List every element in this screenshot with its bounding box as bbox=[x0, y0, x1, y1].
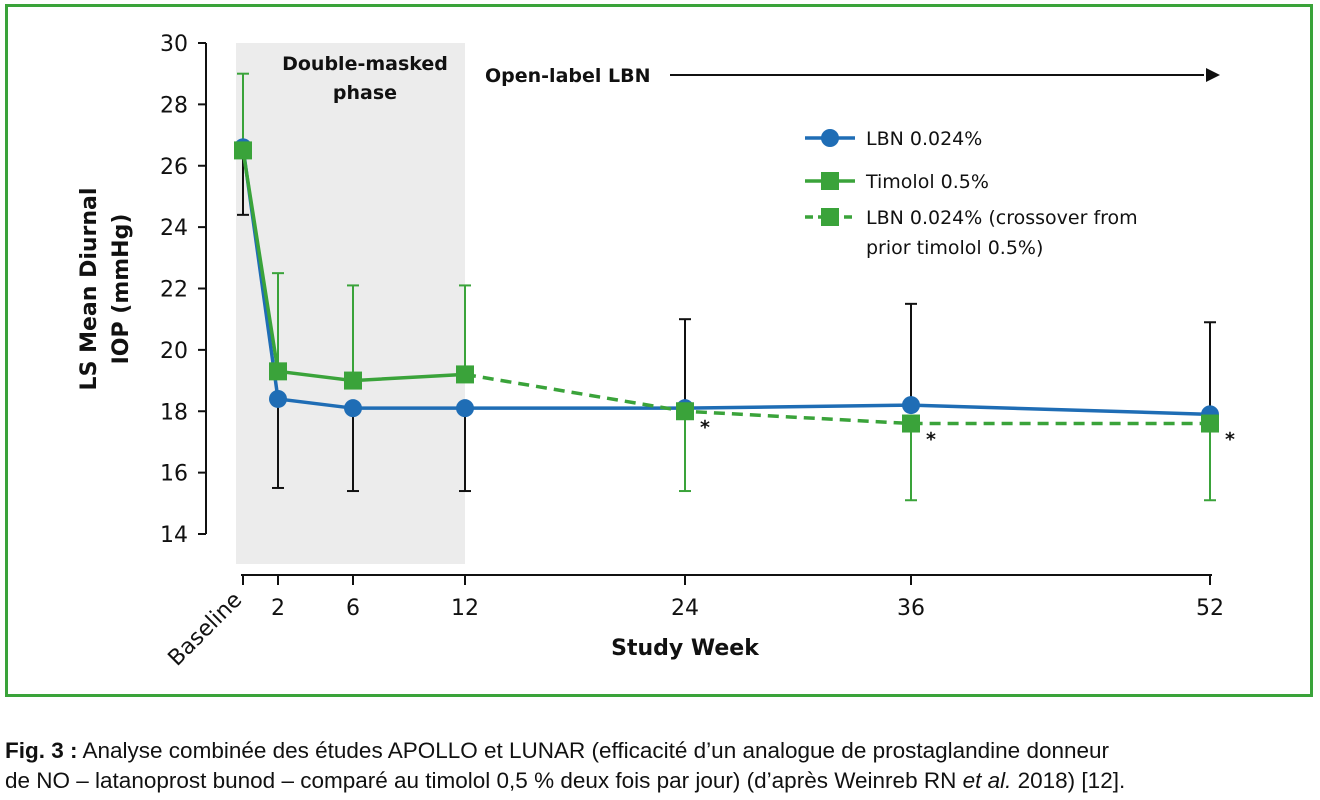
data-point bbox=[344, 399, 362, 418]
caption-line-1: Fig. 3 : Analyse combinée des études APO… bbox=[5, 736, 1317, 766]
data-point bbox=[1201, 414, 1219, 433]
y-axis-title: LS Mean Diurnal bbox=[77, 188, 102, 391]
caption-text-2b: 2018) [12]. bbox=[1011, 768, 1126, 793]
x-tick-label: 36 bbox=[897, 596, 925, 621]
x-axis-title: Study Week bbox=[611, 636, 760, 661]
y-tick-label: 16 bbox=[160, 462, 188, 487]
x-tick-label: 12 bbox=[451, 596, 479, 621]
y-tick-label: 18 bbox=[160, 400, 188, 425]
arrow-label: Open-label LBN bbox=[485, 65, 651, 87]
legend-label: prior timolol 0.5%) bbox=[866, 237, 1043, 259]
x-tick-label: 52 bbox=[1196, 596, 1224, 621]
y-tick-label: 20 bbox=[160, 339, 188, 364]
data-point bbox=[676, 402, 694, 421]
legend-label: LBN 0.024% bbox=[866, 128, 982, 150]
figure-caption: Fig. 3 : Analyse combinée des études APO… bbox=[5, 736, 1317, 796]
shaded-region-label: Double-masked bbox=[282, 53, 448, 75]
caption-text-2-italic: et al. bbox=[962, 768, 1012, 793]
shaded-region-label: phase bbox=[333, 82, 397, 104]
y-axis-title: IOP (mmHg) bbox=[109, 214, 134, 365]
x-tick-label: 2 bbox=[271, 596, 285, 621]
legend-marker bbox=[821, 172, 839, 190]
legend-label: Timolol 0.5% bbox=[865, 171, 989, 193]
significance-star: * bbox=[1225, 429, 1235, 451]
caption-text-2a: de NO – latanoprost bunod – comparé au t… bbox=[5, 768, 963, 793]
legend-marker bbox=[821, 208, 839, 226]
x-tick-label: 24 bbox=[671, 596, 699, 621]
data-point bbox=[269, 362, 287, 381]
y-tick-label: 22 bbox=[160, 278, 188, 303]
data-point bbox=[902, 396, 920, 415]
arrow-head bbox=[1206, 68, 1220, 82]
y-tick-label: 24 bbox=[160, 216, 188, 241]
y-tick-label: 28 bbox=[160, 93, 188, 118]
data-point bbox=[344, 371, 362, 390]
data-point bbox=[902, 414, 920, 433]
y-tick-label: 14 bbox=[160, 523, 188, 548]
x-tick-label: Baseline bbox=[164, 588, 248, 672]
legend-label: LBN 0.024% (crossover from bbox=[866, 207, 1138, 229]
y-tick-label: 26 bbox=[160, 155, 188, 180]
chart-frame: Double-masked phase Open-label LBN 14 16 18 20… bbox=[5, 4, 1313, 697]
data-point bbox=[456, 399, 474, 418]
data-point bbox=[269, 389, 287, 408]
significance-star: * bbox=[926, 429, 936, 451]
data-point bbox=[234, 141, 252, 160]
series-line bbox=[241, 150, 466, 383]
chart: Double-masked phase Open-label LBN 14 16 18 20… bbox=[77, 32, 1235, 672]
legend-marker bbox=[821, 129, 839, 147]
significance-star: * bbox=[700, 416, 710, 438]
series-line bbox=[464, 372, 1210, 426]
shaded-region bbox=[236, 43, 465, 564]
caption-label: Fig. 3 : bbox=[5, 738, 78, 763]
x-tick-label: 6 bbox=[346, 596, 360, 621]
data-point bbox=[456, 365, 474, 384]
caption-text-1: Analyse combinée des études APOLLO et LU… bbox=[77, 738, 1110, 763]
y-tick-label: 30 bbox=[160, 32, 188, 57]
caption-line-2: de NO – latanoprost bunod – comparé au t… bbox=[5, 766, 1317, 796]
